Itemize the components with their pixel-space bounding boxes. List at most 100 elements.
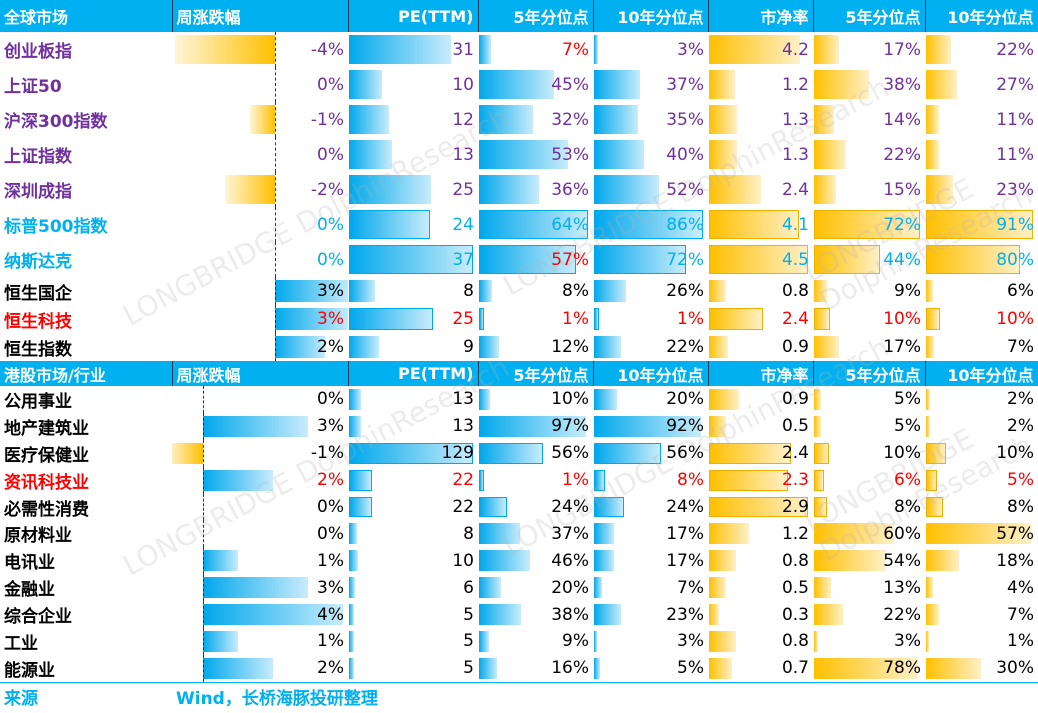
pe10-cell: 26%: [593, 277, 708, 305]
weekly-change-cell: -1%: [172, 439, 348, 467]
weekly-change-bar: [203, 604, 343, 626]
weekly-change-cell: 0%: [172, 207, 348, 242]
zero-line: [203, 466, 204, 494]
row-name: 纳斯达克: [4, 252, 72, 272]
pe5-value: 56%: [551, 443, 589, 464]
pb5-cell: 8%: [813, 494, 925, 521]
pe-bar: [349, 210, 431, 239]
pb10-value: 57%: [996, 523, 1034, 544]
zero-line: [275, 242, 276, 277]
pb-cell: 1.3: [708, 137, 813, 172]
pb-bar: [709, 35, 800, 64]
pb-bar: [709, 604, 720, 626]
pe5-bar: [479, 631, 489, 652]
pe-cell: 5: [348, 628, 478, 655]
zero-line: [203, 601, 204, 629]
weekly-change-value: 1%: [317, 550, 344, 571]
pb-bar: [709, 415, 726, 437]
pb5-bar: [814, 577, 832, 599]
pb-value: 0.3: [781, 604, 809, 625]
column-header: 全球市场: [0, 0, 173, 32]
pb10-value: 80%: [996, 249, 1034, 270]
column-header: 5年分位点: [813, 361, 926, 386]
pb10-bar: [926, 35, 952, 64]
pe5-value: 10%: [551, 389, 589, 410]
pe10-cell: 1%: [593, 305, 708, 333]
pe5-value: 64%: [551, 214, 589, 235]
pe5-cell: 8%: [478, 277, 593, 305]
pb10-cell: 8%: [925, 494, 1038, 521]
pe5-cell: 10%: [478, 386, 593, 413]
pe-cell: 6: [348, 574, 478, 601]
pb-bar: [709, 105, 738, 134]
pe10-value: 8%: [677, 470, 704, 491]
pe5-cell: 56%: [478, 440, 593, 467]
zero-line: [275, 137, 276, 172]
pe5-bar: [479, 175, 540, 204]
weekly-change-bar: [275, 308, 348, 330]
pe-bar: [349, 604, 354, 626]
pb5-bar: [814, 336, 839, 358]
pb-cell: 1.2: [708, 520, 813, 547]
weekly-change-cell: 0%: [172, 520, 348, 548]
pb10-value: 7%: [1007, 604, 1034, 625]
pe-value: 10: [452, 74, 474, 95]
pe-value: 5: [463, 658, 474, 679]
pb-bar: [709, 496, 808, 518]
pe5-bar: [479, 442, 543, 464]
pb5-value: 22%: [883, 144, 921, 165]
pe-cell: 37: [348, 242, 478, 277]
pe10-cell: 24%: [593, 494, 708, 521]
pe10-cell: 5%: [593, 655, 708, 682]
pe5-cell: 9%: [478, 628, 593, 655]
weekly-change-bar: [175, 35, 275, 64]
pb5-value: 14%: [883, 109, 921, 130]
pe5-bar: [479, 577, 502, 599]
pb-value: 0.5: [781, 577, 809, 598]
pe5-value: 45%: [551, 74, 589, 95]
weekly-change-value: 3%: [317, 577, 344, 598]
pb10-value: 4%: [1007, 577, 1034, 598]
pb5-bar: [814, 210, 920, 239]
pb5-bar: [814, 245, 880, 274]
pb-bar: [709, 336, 729, 358]
pe5-bar: [479, 415, 586, 437]
pb5-cell: 78%: [813, 655, 925, 682]
pb5-value: 5%: [894, 416, 921, 437]
pe10-cell: 86%: [593, 207, 708, 242]
zero-line: [275, 277, 276, 305]
weekly-change-bar: [225, 175, 275, 204]
weekly-change-value: 2%: [317, 337, 344, 357]
pe5-bar: [479, 336, 500, 358]
pe10-value: 7%: [677, 577, 704, 598]
pe5-cell: 97%: [478, 413, 593, 440]
pb-cell: 2.9: [708, 494, 813, 521]
pe-bar: [349, 469, 372, 491]
pe10-bar: [594, 308, 599, 330]
pe10-cell: 56%: [593, 440, 708, 467]
pb5-cell: 60%: [813, 520, 925, 547]
pb10-bar: [926, 245, 1021, 274]
row-name: 资讯科技业: [4, 472, 89, 493]
pb10-cell: 27%: [925, 67, 1038, 102]
pe5-bar: [479, 70, 555, 99]
row-name: 医疗保健业: [4, 445, 89, 466]
pe10-value: 17%: [666, 523, 704, 544]
pb-cell: 1.2: [708, 67, 813, 102]
pe-cell: 10: [348, 67, 478, 102]
pe-bar: [349, 245, 473, 274]
weekly-change-bar: [275, 280, 348, 302]
pb5-bar: [814, 442, 830, 464]
pb10-cell: 6%: [925, 277, 1038, 305]
pb5-value: 10%: [883, 309, 921, 329]
pb5-cell: 15%: [813, 172, 925, 207]
table-row: 能源业 2% 5 16% 5% 0.7 78% 30%: [0, 654, 1038, 682]
pe10-bar: [594, 70, 641, 99]
pb-value: 2.3: [781, 470, 809, 491]
table-row: 沪深300指数 -1% 12 32% 35% 1.3 14% 11%: [0, 102, 1038, 137]
pe10-bar: [594, 604, 621, 626]
pb10-value: 5%: [1007, 470, 1034, 491]
pe5-bar: [479, 657, 497, 679]
pb5-cell: 9%: [813, 277, 925, 305]
pb-value: 1.3: [781, 109, 809, 130]
